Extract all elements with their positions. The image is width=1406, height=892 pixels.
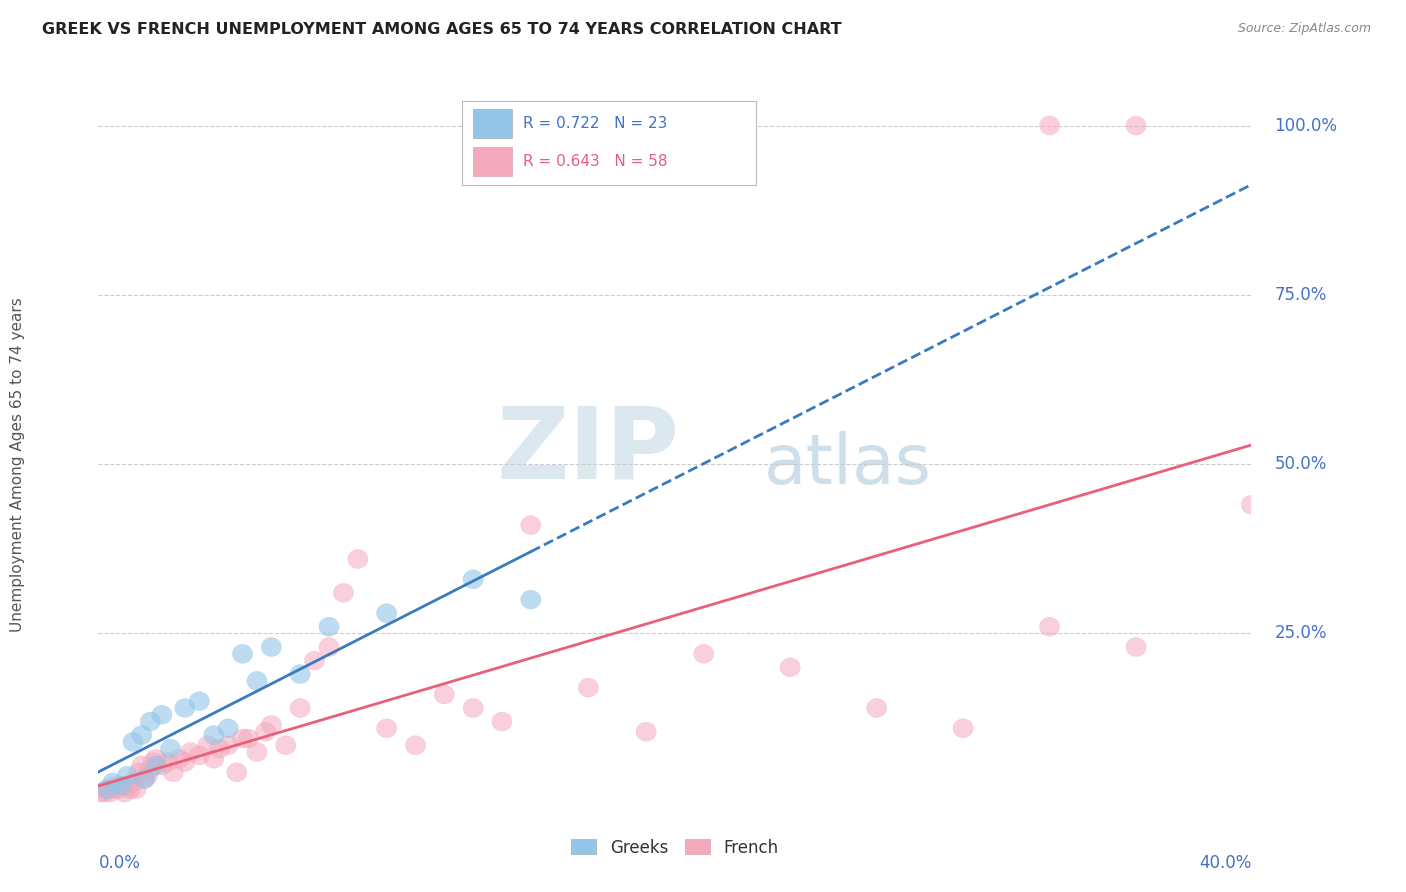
Ellipse shape xyxy=(319,638,339,657)
Ellipse shape xyxy=(347,549,368,568)
Ellipse shape xyxy=(163,763,183,781)
Ellipse shape xyxy=(238,729,259,747)
Ellipse shape xyxy=(111,776,132,796)
Ellipse shape xyxy=(405,736,426,755)
Legend: Greeks, French: Greeks, French xyxy=(571,838,779,856)
Ellipse shape xyxy=(232,644,253,664)
Ellipse shape xyxy=(319,617,339,636)
Ellipse shape xyxy=(953,719,973,738)
Ellipse shape xyxy=(218,719,238,738)
Ellipse shape xyxy=(152,756,172,775)
Ellipse shape xyxy=(157,753,177,772)
Ellipse shape xyxy=(143,753,163,772)
Text: 75.0%: 75.0% xyxy=(1274,285,1327,304)
Ellipse shape xyxy=(117,766,138,785)
Ellipse shape xyxy=(434,685,454,704)
Ellipse shape xyxy=(125,780,146,798)
Ellipse shape xyxy=(120,780,141,798)
Ellipse shape xyxy=(190,746,209,764)
Ellipse shape xyxy=(780,658,800,677)
Ellipse shape xyxy=(135,770,155,789)
Ellipse shape xyxy=(520,516,541,534)
Ellipse shape xyxy=(103,773,122,792)
Ellipse shape xyxy=(305,651,325,670)
Text: ZIP: ZIP xyxy=(496,402,681,500)
Ellipse shape xyxy=(1241,495,1261,515)
Ellipse shape xyxy=(100,783,120,802)
Ellipse shape xyxy=(209,739,229,758)
Ellipse shape xyxy=(1039,116,1060,135)
Text: atlas: atlas xyxy=(763,431,932,498)
Ellipse shape xyxy=(636,723,657,741)
Ellipse shape xyxy=(1126,116,1146,135)
Ellipse shape xyxy=(256,723,276,741)
Ellipse shape xyxy=(122,773,143,792)
Ellipse shape xyxy=(174,753,195,772)
Ellipse shape xyxy=(146,749,166,768)
Ellipse shape xyxy=(520,591,541,609)
Text: 50.0%: 50.0% xyxy=(1274,455,1327,473)
Ellipse shape xyxy=(463,698,484,717)
Ellipse shape xyxy=(226,763,247,781)
Ellipse shape xyxy=(160,739,180,758)
Ellipse shape xyxy=(492,712,512,731)
Ellipse shape xyxy=(247,742,267,762)
Ellipse shape xyxy=(103,780,122,798)
Ellipse shape xyxy=(218,736,238,755)
Ellipse shape xyxy=(135,770,155,789)
Ellipse shape xyxy=(180,742,201,762)
Ellipse shape xyxy=(1126,638,1146,657)
Ellipse shape xyxy=(132,756,152,775)
Ellipse shape xyxy=(262,638,281,657)
Ellipse shape xyxy=(290,665,311,683)
Ellipse shape xyxy=(232,729,253,747)
Ellipse shape xyxy=(97,780,117,798)
Text: 0.0%: 0.0% xyxy=(98,854,141,871)
Ellipse shape xyxy=(262,715,281,734)
Text: 25.0%: 25.0% xyxy=(1274,624,1327,642)
Ellipse shape xyxy=(94,783,114,802)
Ellipse shape xyxy=(141,712,160,731)
Ellipse shape xyxy=(141,759,160,779)
Ellipse shape xyxy=(190,691,209,711)
Ellipse shape xyxy=(204,725,224,745)
Ellipse shape xyxy=(866,698,887,717)
Ellipse shape xyxy=(132,725,152,745)
Ellipse shape xyxy=(693,644,714,664)
Ellipse shape xyxy=(198,736,218,755)
Ellipse shape xyxy=(108,780,129,798)
Ellipse shape xyxy=(122,732,143,751)
Ellipse shape xyxy=(117,776,138,796)
Text: 100.0%: 100.0% xyxy=(1274,117,1337,135)
Ellipse shape xyxy=(290,698,311,717)
Ellipse shape xyxy=(333,583,353,602)
Ellipse shape xyxy=(377,719,396,738)
Ellipse shape xyxy=(377,604,396,623)
Ellipse shape xyxy=(169,749,190,768)
Ellipse shape xyxy=(276,736,295,755)
Text: GREEK VS FRENCH UNEMPLOYMENT AMONG AGES 65 TO 74 YEARS CORRELATION CHART: GREEK VS FRENCH UNEMPLOYMENT AMONG AGES … xyxy=(42,22,842,37)
Text: 40.0%: 40.0% xyxy=(1199,854,1251,871)
Text: Unemployment Among Ages 65 to 74 years: Unemployment Among Ages 65 to 74 years xyxy=(10,297,25,632)
Ellipse shape xyxy=(91,783,111,802)
Ellipse shape xyxy=(1039,617,1060,636)
Ellipse shape xyxy=(111,776,132,796)
Ellipse shape xyxy=(204,749,224,768)
Ellipse shape xyxy=(463,570,484,589)
Ellipse shape xyxy=(152,706,172,724)
Text: Source: ZipAtlas.com: Source: ZipAtlas.com xyxy=(1237,22,1371,36)
Ellipse shape xyxy=(174,698,195,717)
Ellipse shape xyxy=(105,776,125,796)
Ellipse shape xyxy=(247,672,267,690)
Ellipse shape xyxy=(97,780,117,798)
Ellipse shape xyxy=(146,756,166,775)
Ellipse shape xyxy=(114,783,135,802)
Ellipse shape xyxy=(138,766,157,785)
Ellipse shape xyxy=(578,678,599,698)
Ellipse shape xyxy=(129,763,149,781)
